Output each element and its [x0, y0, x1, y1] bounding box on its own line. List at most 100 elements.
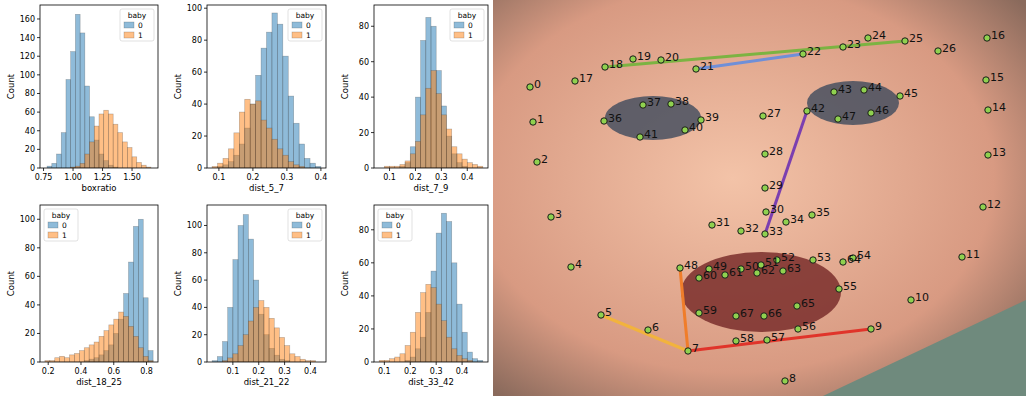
landmark-label: 12 — [987, 198, 1001, 211]
histogram-bar — [118, 133, 123, 168]
histogram-bar — [129, 326, 134, 362]
landmark-point — [836, 286, 842, 292]
histogram-bar — [90, 142, 95, 168]
y-tick — [371, 26, 374, 27]
landmark-point — [637, 134, 643, 140]
landmark-point — [985, 152, 991, 158]
histogram-bar — [70, 355, 75, 362]
y-tick — [204, 225, 207, 226]
y-tick-label: 0 — [197, 164, 202, 173]
landmark-label: 63 — [787, 262, 801, 275]
histogram-bar — [436, 304, 441, 362]
landmark-label: 18 — [609, 58, 623, 71]
histogram-bar — [267, 128, 272, 168]
x-tick — [80, 362, 81, 365]
legend: baby01 — [288, 209, 322, 241]
y-tick — [37, 247, 40, 248]
histogram-bar — [94, 126, 99, 168]
y-tick-label: 20 — [25, 145, 35, 154]
histogram-bar — [250, 104, 255, 168]
histogram-bar — [90, 117, 95, 168]
landmark-label: 25 — [909, 32, 923, 45]
landmark-point — [677, 265, 683, 271]
landmark-label: 55 — [843, 280, 857, 293]
histogram-bar — [294, 165, 299, 168]
y-tick-label: 40 — [25, 127, 35, 136]
landmark-point — [762, 151, 768, 157]
mouth — [681, 252, 841, 332]
landmark-point — [645, 327, 651, 333]
histogram-bar — [426, 284, 431, 362]
legend-swatch — [382, 232, 392, 238]
y-tick-label: 140 — [20, 34, 35, 43]
histogram-bar — [283, 56, 288, 168]
x-tick — [389, 168, 390, 171]
landmark-label: 11 — [966, 248, 980, 261]
y-tick — [204, 72, 207, 73]
x-tick-label: 0.4 — [75, 367, 88, 376]
histogram-bar — [238, 225, 243, 362]
landmark-point — [601, 118, 607, 124]
x-tick — [284, 362, 285, 365]
y-tick-label: 100 — [187, 4, 202, 13]
landmark-point — [835, 116, 841, 122]
legend: baby01 — [44, 209, 78, 241]
landmark-label: 57 — [771, 331, 785, 344]
histogram-bar — [84, 348, 89, 362]
legend-label: 0 — [468, 21, 473, 30]
y-tick-label: 60 — [192, 276, 202, 285]
landmark-label: 61 — [729, 266, 743, 279]
landmark-point — [764, 337, 770, 343]
histogram-bar — [267, 32, 272, 168]
histogram-bar — [143, 356, 148, 362]
histogram-bar — [114, 319, 119, 362]
landmark-label: 16 — [991, 29, 1005, 42]
plot-frame — [40, 5, 158, 168]
x-tick — [410, 362, 411, 365]
landmark-label: 20 — [665, 51, 679, 64]
histogram-bar — [405, 161, 410, 168]
landmark-label: 23 — [847, 38, 861, 51]
histogram-bar — [447, 337, 452, 362]
legend-label: 1 — [396, 231, 401, 240]
landmark-point — [897, 93, 903, 99]
landmark-point — [658, 57, 664, 63]
landmark-label: 56 — [802, 320, 816, 333]
x-tick-label: 0.3 — [435, 173, 448, 182]
histogram-bar — [94, 342, 99, 362]
bars — [212, 215, 315, 362]
landmark-label: 39 — [705, 111, 719, 124]
landmark-label: 38 — [675, 95, 689, 108]
histogram-bar — [426, 17, 431, 168]
y-tick-label: 0 — [364, 164, 369, 173]
histogram-bar — [285, 346, 290, 362]
legend-label: 0 — [306, 21, 311, 30]
histogram-bar — [279, 337, 284, 362]
x-tick — [441, 168, 442, 171]
y-tick-label: 160 — [20, 15, 35, 24]
landmark-point — [572, 78, 578, 84]
histogram-bar — [60, 356, 65, 362]
y-tick-label: 100 — [20, 71, 35, 80]
y-tick — [37, 304, 40, 305]
landmark-label: 2 — [541, 153, 548, 166]
y-tick — [371, 262, 374, 263]
clothing — [823, 300, 1026, 396]
x-tick — [384, 362, 385, 365]
y-tick — [37, 276, 40, 277]
histogram-bar — [71, 52, 76, 168]
landmark-label: 7 — [692, 342, 699, 355]
legend: baby01 — [450, 9, 484, 41]
landmark-point — [795, 326, 801, 332]
x-tick-label: 0.6 — [107, 367, 120, 376]
y-label: Count — [340, 270, 350, 296]
landmark-point — [534, 159, 540, 165]
y-tick — [204, 168, 207, 169]
y-tick-label: 60 — [25, 108, 35, 117]
legend-title: baby — [296, 11, 315, 20]
histogram-bar — [245, 99, 250, 168]
histogram-bar — [436, 233, 441, 362]
x-tick-label: 0.3 — [281, 173, 294, 182]
histogram-bar — [228, 307, 233, 362]
landmark-label: 30 — [770, 203, 784, 216]
